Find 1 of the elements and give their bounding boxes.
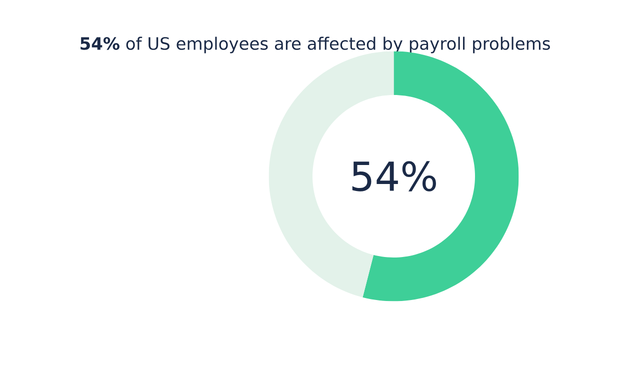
text: 54% [352, 161, 436, 192]
